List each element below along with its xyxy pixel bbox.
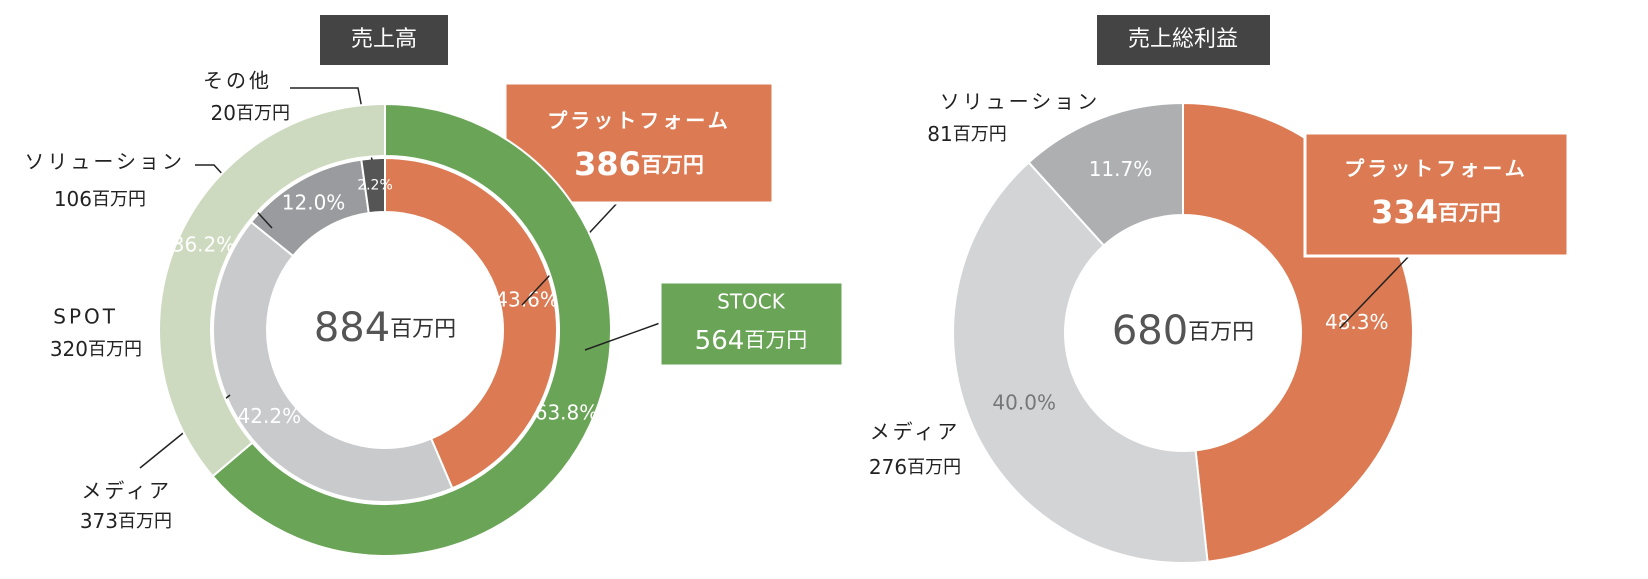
category-name: STOCK bbox=[717, 290, 786, 314]
donut-segment bbox=[211, 102, 612, 557]
donut-segment bbox=[384, 156, 558, 490]
amount: 276 bbox=[869, 455, 907, 479]
callout-box bbox=[658, 280, 845, 368]
amount: 320 bbox=[50, 337, 88, 361]
chart-title: 売上総利益 bbox=[1128, 27, 1238, 52]
category-amount: 20百万円 bbox=[211, 101, 290, 125]
amount: 386 bbox=[574, 145, 641, 183]
category-amount: 320百万円 bbox=[50, 337, 142, 361]
chart-title: 売上高 bbox=[351, 27, 417, 52]
category-name: プラットフォーム bbox=[1344, 157, 1527, 181]
category-name: その他 bbox=[203, 69, 272, 93]
category-name: ソリューション bbox=[940, 90, 1101, 114]
category-amount: 81百万円 bbox=[927, 122, 1006, 146]
value-label: 12.0% bbox=[282, 190, 346, 214]
value-label: 48.3% bbox=[1325, 310, 1389, 334]
unit: 百万円 bbox=[236, 103, 290, 124]
category-name: プラットフォーム bbox=[547, 109, 730, 133]
amount: 81 bbox=[927, 122, 952, 146]
donut-segment bbox=[158, 102, 386, 478]
unit: 百万円 bbox=[907, 457, 961, 478]
donut-segment bbox=[952, 160, 1209, 564]
amount: 334 bbox=[1371, 193, 1438, 231]
title-box bbox=[1097, 15, 1270, 65]
value-label: 36.2% bbox=[172, 232, 236, 256]
category-amount: 276百万円 bbox=[869, 455, 961, 479]
title-box bbox=[320, 15, 448, 65]
category-name: ソリューション bbox=[24, 150, 185, 174]
unit: 百万円 bbox=[1188, 320, 1254, 345]
total-value: 884 bbox=[314, 305, 390, 351]
amount: 373 bbox=[80, 509, 118, 533]
donut-segment bbox=[360, 156, 386, 215]
callout-box bbox=[1303, 131, 1570, 258]
category-name: メディア bbox=[81, 479, 172, 503]
leader-line bbox=[584, 322, 661, 351]
unit: 百万円 bbox=[88, 339, 142, 360]
unit: 百万円 bbox=[92, 189, 146, 210]
center-total: 884百万円 bbox=[314, 305, 456, 351]
category-amount: 564百万円 bbox=[695, 326, 808, 356]
donut-segment bbox=[212, 220, 454, 503]
total-value: 680 bbox=[1112, 308, 1188, 354]
category-name: メディア bbox=[870, 420, 961, 444]
unit: 百万円 bbox=[641, 153, 704, 177]
center-total: 680百万円 bbox=[1112, 308, 1254, 354]
value-label: 2.2% bbox=[357, 177, 393, 193]
category-name: SPOT bbox=[53, 305, 118, 329]
value-label: 42.2% bbox=[238, 404, 302, 428]
unit: 百万円 bbox=[118, 511, 172, 532]
category-amount: 106百万円 bbox=[54, 187, 146, 211]
unit: 百万円 bbox=[744, 328, 807, 352]
value-label: 11.7% bbox=[1089, 157, 1153, 181]
category-amount: 373百万円 bbox=[80, 509, 172, 533]
unit: 百万円 bbox=[1438, 201, 1501, 225]
amount: 564 bbox=[695, 326, 745, 356]
unit: 百万円 bbox=[390, 317, 456, 342]
category-amount: 386百万円 bbox=[574, 145, 704, 183]
leader-line bbox=[1339, 254, 1411, 329]
unit: 百万円 bbox=[953, 124, 1007, 145]
category-amount: 334百万円 bbox=[1371, 193, 1501, 231]
amount: 106 bbox=[54, 187, 92, 211]
donut-segment bbox=[1027, 101, 1184, 247]
value-label: 40.0% bbox=[992, 391, 1056, 415]
value-label: 63.8% bbox=[535, 401, 599, 425]
amount: 20 bbox=[211, 101, 236, 125]
